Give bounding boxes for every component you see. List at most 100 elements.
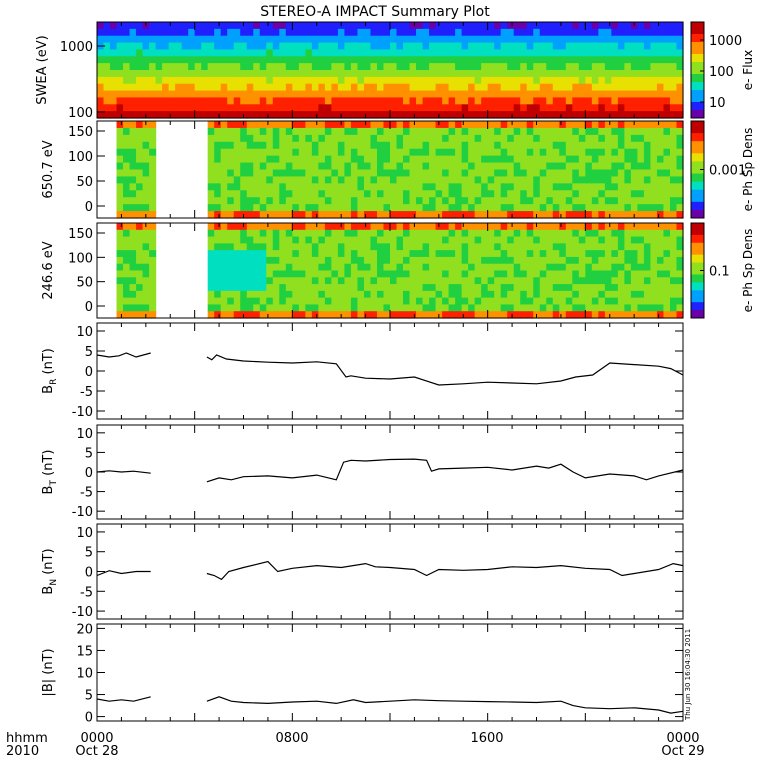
spectrogram-cell [298,42,306,51]
spectrogram-cell [136,169,144,178]
spectrogram-cell [396,148,404,157]
spectrogram-cell [494,290,502,299]
spectrogram-cell [220,277,228,285]
spectrogram-cell [253,141,261,150]
spectrogram-cell [292,256,300,265]
spectrogram-cell [422,236,430,244]
spectrogram-cell [650,104,658,112]
spectrogram-cell [663,284,671,292]
spectrogram-cell [285,76,293,85]
spectrogram-cell [585,70,593,78]
spectrogram-cell [422,97,430,105]
spectrogram-cell [285,256,293,265]
spectrogram-cell [598,111,606,119]
spectrogram-cell [142,127,150,136]
colorbar-segment [691,114,704,119]
spectrogram-cell [611,263,619,272]
spectrogram-cell [572,127,580,136]
spectrogram-cell [578,243,586,251]
spectrogram-cell [370,83,378,92]
spectrogram-cell [246,236,254,244]
spectrogram-cell [227,229,235,238]
spectrogram-cell [643,197,652,205]
spectrogram-cell [149,229,157,238]
spectrogram-cell [435,97,443,105]
spectrogram-cell [429,270,437,278]
spectrogram-cell [468,197,476,205]
spectrogram-cell [344,284,352,292]
spectrogram-cell [643,204,652,212]
spectrogram-cell [285,162,293,171]
spectrogram-cell [396,277,404,285]
spectrogram-cell [422,304,430,312]
spectrogram-cell [227,83,235,92]
spectrogram-cell [409,229,417,238]
spectrogram-cell [598,70,606,78]
spectrogram-cell [669,28,678,37]
spectrogram-cell [552,148,560,157]
spectrogram-cell [533,28,541,37]
spectrogram-cell [253,290,261,299]
spectrogram-cell [442,90,450,99]
spectrogram-cell [214,236,222,244]
spectrogram-cell [292,197,300,205]
spectrogram-cell [181,35,189,44]
spectrogram-cell [461,111,469,119]
spectrogram-cell [546,56,554,64]
spectrogram-cell [272,148,280,157]
spectrogram-cell [585,76,593,85]
spectrogram-cell [416,229,424,238]
spectrogram-cell [442,162,450,171]
spectrogram-cell [409,290,417,299]
spectrogram-cell [279,148,287,157]
spectrogram-cell [624,263,632,272]
spectrogram-cell [233,183,241,191]
spectrogram-cell [292,42,300,51]
spectrogram-cell [103,83,111,92]
spectrogram-cell [324,270,332,278]
spectrogram-cell [617,148,625,157]
spectrogram-cell [370,284,378,292]
spectrogram-cell [578,56,586,64]
spectrogram-cell [396,111,404,119]
spectrogram-cell [676,277,684,285]
spectrogram-cell [370,256,378,265]
spectrogram-cell [129,76,137,85]
spectrogram-cell [201,49,209,57]
spectrogram-cell [669,284,678,292]
spectrogram-cell [409,22,417,30]
spectrogram-cell [604,197,612,205]
spectrogram-cell [578,250,586,258]
spectrogram-cell [630,76,639,85]
spectrogram-cell [331,176,339,184]
spectrogram-cell [650,28,658,37]
spectrogram-cell [526,56,534,64]
spectrogram-cell [578,304,586,312]
spectrogram-cell [357,176,365,184]
spectrogram-cell [526,76,534,85]
spectrogram-cell [416,297,424,306]
spectrogram-cell [585,148,593,157]
spectrogram-cell [214,197,222,205]
spectrogram-cell [142,63,150,71]
spectrogram-cell [442,290,450,299]
spectrogram-cell [318,121,326,129]
spectrogram-cell [123,42,131,51]
spectrogram-cell [142,155,150,164]
spectrogram-cell [513,236,521,244]
spectrogram-cell [253,211,261,219]
colorbar-segment [691,94,704,99]
spectrogram-cell [162,83,170,92]
spectrogram-cell [129,155,137,164]
spectrogram-cell [357,141,365,150]
spectrogram-cell [123,284,131,292]
spectrogram-cell [318,229,326,238]
spectrogram-cell [435,90,443,99]
y-tick-label: 5 [85,689,93,704]
spectrogram-cell [370,141,378,150]
spectrogram-cell [285,297,293,306]
spectrogram-cell [669,263,678,272]
spectrogram-cell [416,263,424,272]
spectrogram-cell [298,277,306,285]
spectrogram-cell [253,277,261,285]
